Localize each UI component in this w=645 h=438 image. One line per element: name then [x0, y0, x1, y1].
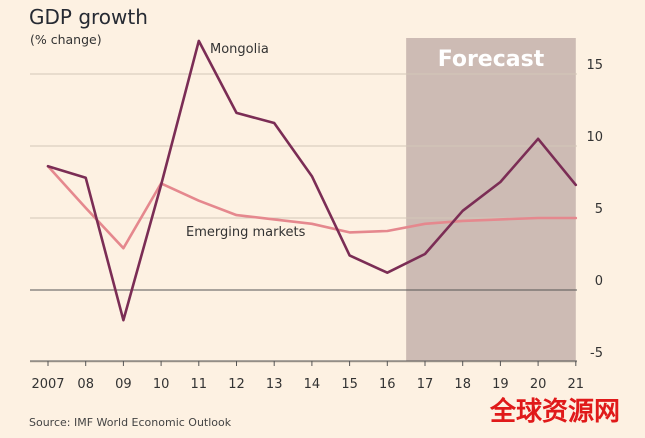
watermark-text: 全球资源网	[489, 396, 620, 427]
series-line-emerging-markets	[46, 164, 578, 250]
y-tick-label: 15	[586, 58, 603, 73]
y-tick-label: 10	[586, 130, 603, 145]
x-tick-label: 13	[266, 377, 283, 392]
chart-subtitle: (% change)	[30, 32, 102, 47]
chart-title: GDP growth	[29, 5, 148, 29]
series-label-emerging-markets: Emerging markets	[186, 225, 306, 240]
x-tick-label: 09	[115, 377, 132, 392]
x-tick-label: 20	[530, 377, 547, 392]
x-tick-label: 16	[379, 377, 396, 392]
x-tick-label: 18	[454, 377, 471, 392]
x-tick-label: 19	[492, 377, 509, 392]
x-tick-label: 11	[191, 377, 208, 392]
x-tick-label: 08	[77, 377, 94, 392]
forecast-label: Forecast	[438, 47, 545, 72]
x-tick-label: 15	[341, 377, 358, 392]
y-tick-label: -5	[590, 346, 603, 361]
forecast-band	[406, 38, 576, 361]
chart-source: Source: IMF World Economic Outlook	[29, 416, 232, 429]
x-tick-label: 17	[417, 377, 434, 392]
series-label-mongolia: Mongolia	[210, 42, 269, 57]
y-tick-label: 0	[595, 274, 603, 289]
series-line-mongolia	[46, 39, 578, 322]
x-tick-label: 12	[228, 377, 245, 392]
x-tick-label: 2007	[31, 377, 64, 392]
x-tick-label: 14	[304, 377, 321, 392]
x-tick-label: 10	[153, 377, 170, 392]
y-tick-label: 5	[595, 202, 603, 217]
x-tick-label: 21	[568, 377, 585, 392]
